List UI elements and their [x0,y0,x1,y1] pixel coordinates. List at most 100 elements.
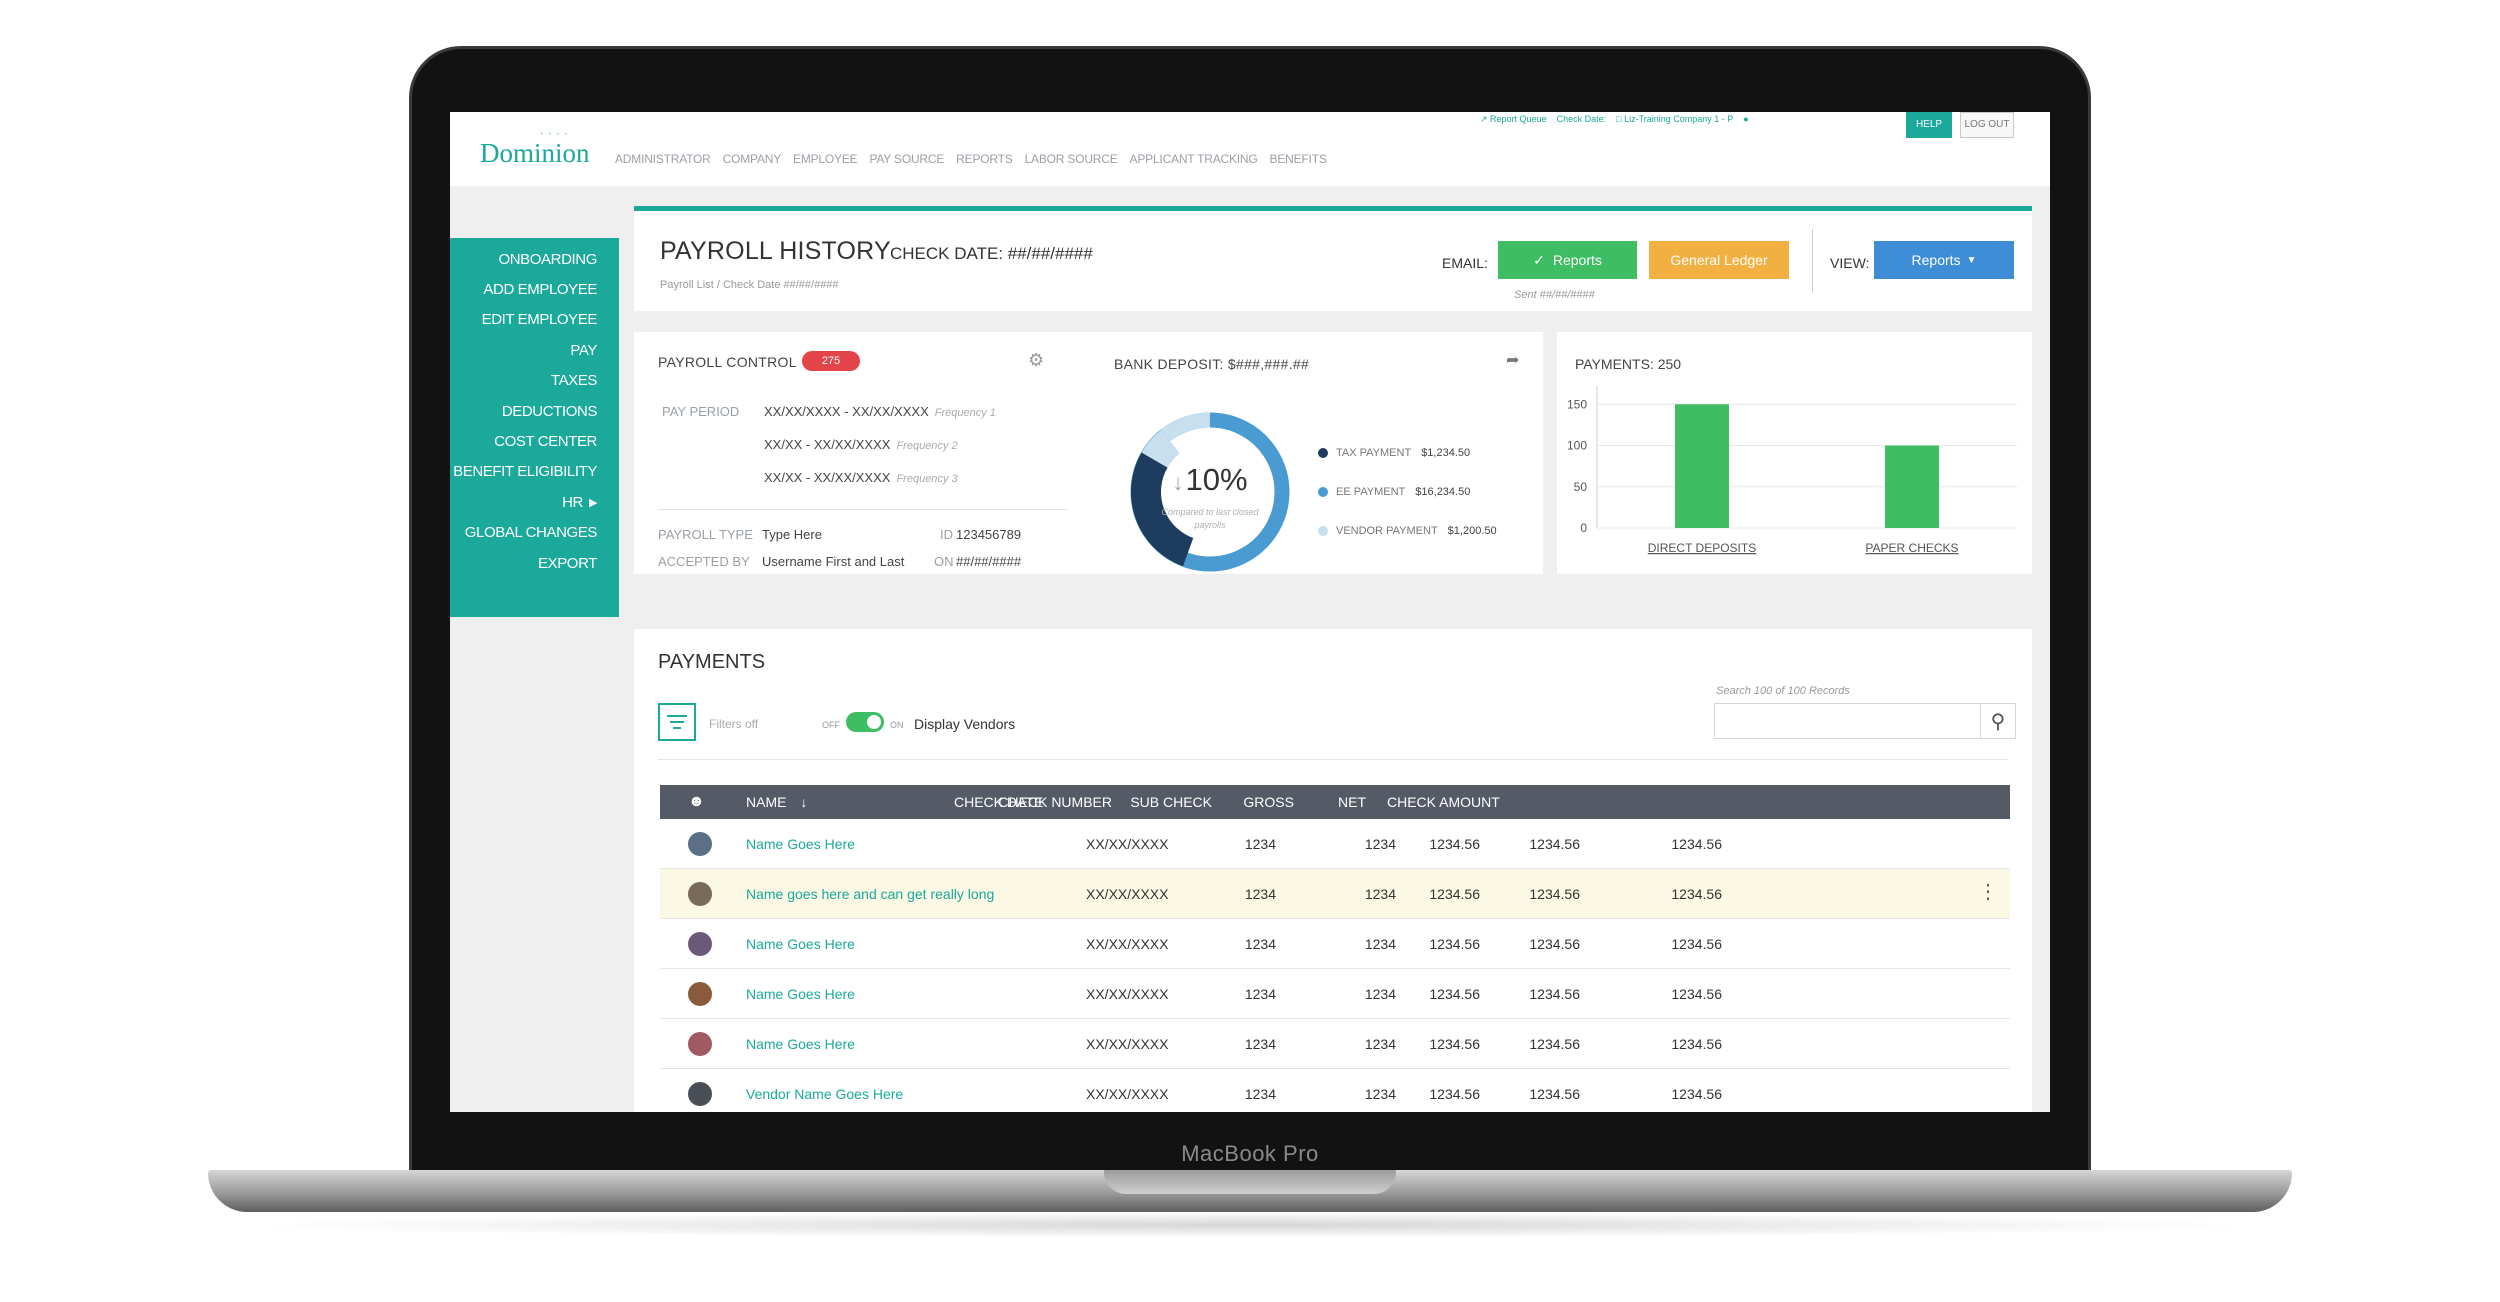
row-check-number: 1234 [1244,1036,1276,1052]
donut-tax-segment [1131,452,1194,567]
email-reports-button[interactable]: ✓ Reports [1498,241,1637,279]
payments-chart-card: PAYMENTS: 250 150 100 50 0 DIRECT DEPOSITS PA… [1557,332,2032,574]
payroll-control-title: PAYROLL CONTROL [658,354,797,370]
share-icon[interactable]: ➦ [1506,352,1520,369]
table-row[interactable]: Name Goes Here XX/XX/XXXX 1234 1234 1234… [660,1019,2010,1069]
x-tick-label[interactable]: PAPER CHECKS [1865,541,1958,555]
col-check-date[interactable]: CHECK DATE [954,794,1044,810]
search-icon[interactable]: ⚲ [1980,703,2016,739]
view-reports-dropdown[interactable]: Reports ▼ [1874,241,2014,279]
header-card: PAYROLL HISTORY CHECK DATE: ##/##/#### P… [634,211,2032,311]
table-header: ☻ NAME ↓ CHECK DATE CHECK NUMBER SUB CHE… [660,785,2010,819]
sidebar-item-pay[interactable]: PAY [570,341,597,359]
row-name[interactable]: Name Goes Here [746,1036,855,1052]
sidebar: ONBOARDING ADD EMPLOYEE EDIT EMPLOYEE PA… [450,238,619,617]
payroll-type-label: PAYROLL TYPE [658,527,753,542]
display-vendors-toggle[interactable] [846,712,884,732]
sidebar-item-export[interactable]: EXPORT [537,554,597,572]
row-gross: 1234.56 [1429,936,1480,952]
sort-down-icon[interactable]: ↓ [800,794,808,810]
legend-vendor: VENDOR PAYMENT $1,200.50 [1318,525,1497,537]
sidebar-item-global-changes[interactable]: GLOBAL CHANGES [464,524,598,542]
more-options-icon[interactable]: ⋮ [1978,881,1998,903]
col-gross[interactable]: GROSS [1243,794,1294,810]
row-sub-check: 1234 [1364,986,1396,1002]
x-tick-label[interactable]: DIRECT DEPOSITS [1648,541,1756,555]
nav-applicant-tracking[interactable]: APPLICANT TRACKING [1129,152,1258,166]
row-name[interactable]: Name Goes Here [746,836,855,852]
laptop-shadow [240,1212,2260,1238]
nav-labor-source[interactable]: LABOR SOURCE [1024,152,1118,166]
sidebar-item-cost-center[interactable]: COST CENTER [494,433,597,451]
nav-employee[interactable]: EMPLOYEE [793,152,858,166]
payroll-control-divider [658,509,1068,510]
row-gross: 1234.56 [1429,836,1480,852]
col-sub-check[interactable]: SUB CHECK [1130,794,1212,810]
nav-reports[interactable]: REPORTS [956,152,1013,166]
nav-company[interactable]: COMPANY [722,152,782,166]
user-icon[interactable]: ● [1743,114,1749,124]
sidebar-item-benefit-eligibility[interactable]: BENEFIT ELIGIBILITY [453,463,597,481]
person-icon: ☻ [688,793,705,810]
row-check-number: 1234 [1244,986,1276,1002]
avatar [688,882,712,906]
sidebar-item-onboarding[interactable]: ONBOARDING [498,250,597,268]
donut-vendor-inner-segment [1141,429,1181,469]
row-name[interactable]: Name Goes Here [746,936,855,952]
nav-administrator[interactable]: ADMINISTRATOR [615,152,711,166]
company-link[interactable]: □ Liz-Training Company 1 - P [1616,114,1734,124]
bar[interactable] [1675,404,1729,528]
row-net: 1234.56 [1529,936,1580,952]
row-net: 1234.56 [1529,1086,1580,1102]
pay-period-3: XX/XX - XX/XX/XXXX Frequency 3 [764,470,958,485]
check-icon: ✓ [1533,251,1545,268]
sidebar-item-hr[interactable]: HR ▶ [450,487,619,517]
id-value: 123456789 [956,527,1022,542]
device-label: MacBook Pro [1181,1141,1319,1166]
row-name[interactable]: Name Goes Here [746,986,855,1002]
col-check-number[interactable]: CHECK NUMBER [998,794,1112,810]
search-input[interactable] [1714,703,2014,739]
on-label: ON [934,554,954,569]
row-name[interactable]: Name goes here and can get really long [746,886,995,902]
sidebar-item-taxes[interactable]: TAXES [550,372,597,390]
table-row[interactable]: Name Goes Here XX/XX/XXXX 1234 1234 1234… [660,919,2010,969]
table-row[interactable]: Name Goes Here XX/XX/XXXX 1234 1234 1234… [660,969,2010,1019]
sidebar-item-deductions[interactable]: DEDUCTIONS [501,402,598,420]
col-net[interactable]: NET [1338,794,1366,810]
general-ledger-button[interactable]: General Ledger [1649,241,1789,279]
gear-icon[interactable]: ⚙ [1028,350,1045,370]
payroll-control-card-lower: PAYROLL TYPE Type Here ID 123456789 ACCE… [634,509,1101,574]
avatar [688,982,712,1006]
accepted-by-label: ACCEPTED BY [658,554,750,569]
pay-period-2: XX/XX - XX/XX/XXXX Frequency 2 [764,437,958,452]
row-name[interactable]: Vendor Name Goes Here [746,1086,904,1102]
arrow-down-icon: ↓ [1172,470,1184,495]
breadcrumb[interactable]: Payroll List / Check Date ##/##/#### [660,279,839,291]
logout-button[interactable]: LOG OUT [1960,112,2014,138]
table-row[interactable]: Name goes here and can get really long X… [660,869,2010,919]
row-sub-check: 1234 [1364,1036,1396,1052]
legend-dot-ee [1318,487,1328,497]
nav-pay-source[interactable]: PAY SOURCE [869,152,945,166]
col-check-amount[interactable]: CHECK AMOUNT [1387,794,1500,810]
logo[interactable]: Dominion [480,138,590,168]
sidebar-item-add-employee[interactable]: ADD EMPLOYEE [483,281,597,299]
sent-date: Sent ##/##/#### [1514,289,1595,301]
nav-benefits[interactable]: BENEFITS [1269,152,1327,166]
table-row[interactable]: Vendor Name Goes Here XX/XX/XXXX 1234 12… [660,1069,2010,1112]
col-name[interactable]: NAME ↓ [746,794,808,810]
bar[interactable] [1885,445,1939,529]
filter-button[interactable] [658,703,696,741]
payroll-control-card: PAYROLL CONTROL 275 ⚙ PAY PERIOD XX/XX/X… [634,332,1101,509]
row-check-number: 1234 [1244,886,1276,902]
check-date-link[interactable]: Check Date: [1556,114,1607,124]
sidebar-item-edit-employee[interactable]: EDIT EMPLOYEE [481,311,598,329]
avatar [688,1032,712,1056]
payments-bar-chart: 150 100 50 0 DIRECT DEPOSITS PAPER CHECKS [1567,386,2017,555]
table-row[interactable]: Name Goes Here XX/XX/XXXX 1234 1234 1234… [660,819,2010,869]
help-button[interactable]: HELP [1906,112,1952,138]
report-queue-link[interactable]: ↗ Report Queue [1480,114,1547,124]
row-check-date: XX/XX/XXXX [1086,936,1169,952]
